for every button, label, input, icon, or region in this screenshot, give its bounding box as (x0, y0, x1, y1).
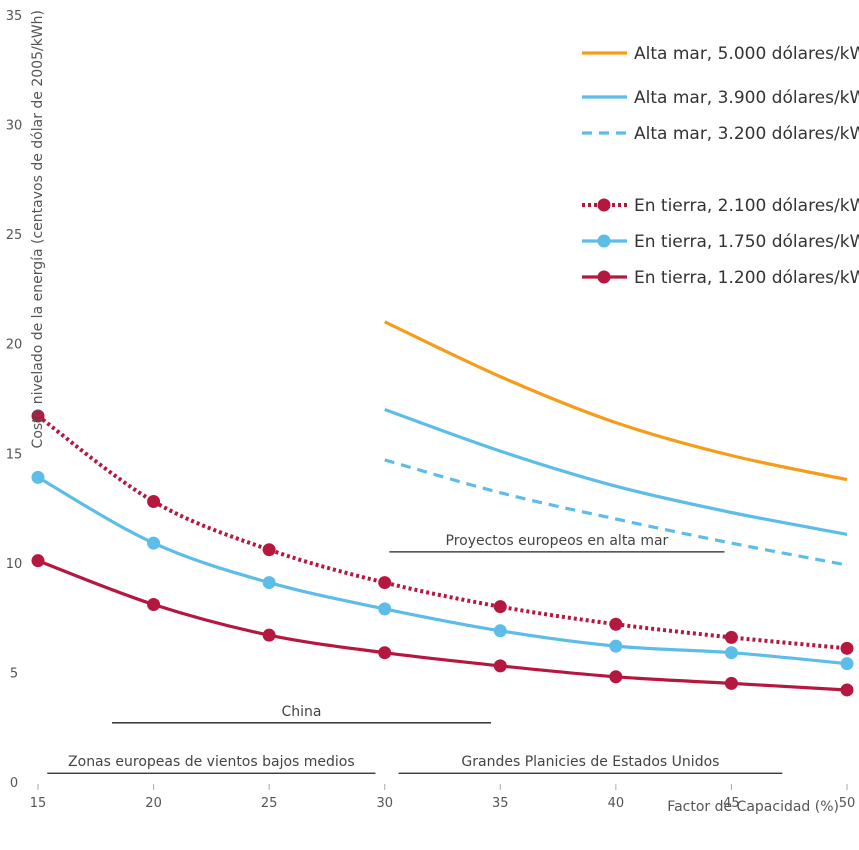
series-line (384, 407, 848, 536)
data-point (378, 646, 392, 660)
legend-item: En tierra, 2.100 dólares/kW (582, 196, 859, 216)
data-point (609, 617, 623, 631)
data-point (724, 646, 738, 660)
data-point (493, 624, 507, 638)
y-tick-label: 15 (6, 447, 23, 462)
legend: Alta mar, 5.000 dólares/kW Alta mar, 3.90… (572, 21, 859, 298)
data-point (262, 628, 276, 642)
legend-label: En tierra, 1.750 dólares/kW (634, 232, 859, 252)
x-tick-label: 50 (839, 796, 856, 811)
region-label: Grandes Planicies de Estados Unidos (461, 754, 719, 770)
legend-item: Alta mar, 3.900 dólares/kW (582, 88, 859, 108)
data-point (378, 602, 392, 616)
data-point (840, 683, 854, 697)
y-tick-label: 0 (10, 776, 18, 791)
y-tick-label: 10 (6, 557, 23, 572)
data-point (493, 600, 507, 614)
series-group (384, 458, 848, 567)
data-point (493, 659, 507, 673)
legend-box (572, 21, 847, 298)
data-point (31, 470, 45, 484)
series-group (31, 409, 854, 655)
y-tick-label: 5 (10, 666, 18, 681)
data-point (724, 676, 738, 690)
region-label: Proyectos europeos en alta mar (446, 533, 669, 549)
series-group (384, 407, 848, 536)
region-label: Zonas europeas de vientos bajos medios (68, 754, 355, 770)
data-point (31, 409, 45, 423)
x-tick-label: 25 (261, 796, 278, 811)
legend-marker (597, 270, 611, 284)
series-group (31, 554, 854, 697)
series-group (384, 320, 848, 482)
data-point (378, 576, 392, 590)
y-tick-label: 20 (6, 338, 23, 353)
axis-layer: 0 5 10 15 20 25 30 35 15 20 25 30 35 40 45 50 (6, 9, 856, 811)
y-tick-label: 25 (6, 228, 23, 243)
data-point (724, 630, 738, 644)
data-point (31, 554, 45, 568)
legend-label: Alta mar, 3.900 dólares/kW (634, 88, 859, 108)
y-tick-label: 30 (6, 119, 23, 134)
y-tick-label: 35 (6, 9, 23, 24)
x-tick-label: 35 (492, 796, 509, 811)
series-layer (31, 320, 854, 697)
legend-marker (597, 234, 611, 248)
x-tick-label: 15 (30, 796, 47, 811)
legend-item: Alta mar, 3.200 dólares/kW (582, 124, 859, 144)
region-label: China (282, 704, 322, 720)
data-point (262, 576, 276, 590)
annotation-layer: Proyectos europeos en alta mar China Zonas… (47, 533, 783, 774)
legend-label: Alta mar, 5.000 dólares/kW (634, 44, 859, 64)
x-tick-label: 45 (723, 796, 740, 811)
x-tick-label: 40 (608, 796, 625, 811)
data-point (147, 536, 161, 550)
data-point (609, 670, 623, 684)
legend-item: Alta mar, 5.000 dólares/kW (582, 44, 859, 64)
data-point (147, 597, 161, 611)
data-point (840, 657, 854, 671)
data-point (840, 641, 854, 655)
legend-label: En tierra, 1.200 dólares/kW (634, 268, 859, 288)
data-point (147, 494, 161, 508)
legend-label: En tierra, 2.100 dólares/kW (634, 196, 859, 216)
series-line (384, 458, 848, 567)
legend-item: En tierra, 1.200 dólares/kW (582, 268, 859, 288)
legend-marker (597, 198, 611, 212)
legend-item: En tierra, 1.750 dólares/kW (582, 232, 859, 252)
x-tick-label: 20 (145, 796, 162, 811)
x-tick-label: 30 (376, 796, 393, 811)
series-group (31, 470, 854, 671)
series-line (384, 320, 848, 482)
x-axis-title: Factor de Capacidad (%) (667, 799, 839, 815)
legend-label: Alta mar, 3.200 dólares/kW (634, 124, 859, 144)
series-line (37, 559, 848, 692)
data-point (262, 543, 276, 557)
y-axis-title: Costo nivelado de la energía (centavos d… (30, 10, 46, 448)
legend-items: Alta mar, 5.000 dólares/kW Alta mar, 3.90… (582, 44, 859, 288)
data-point (609, 639, 623, 653)
series-line (36, 414, 848, 651)
